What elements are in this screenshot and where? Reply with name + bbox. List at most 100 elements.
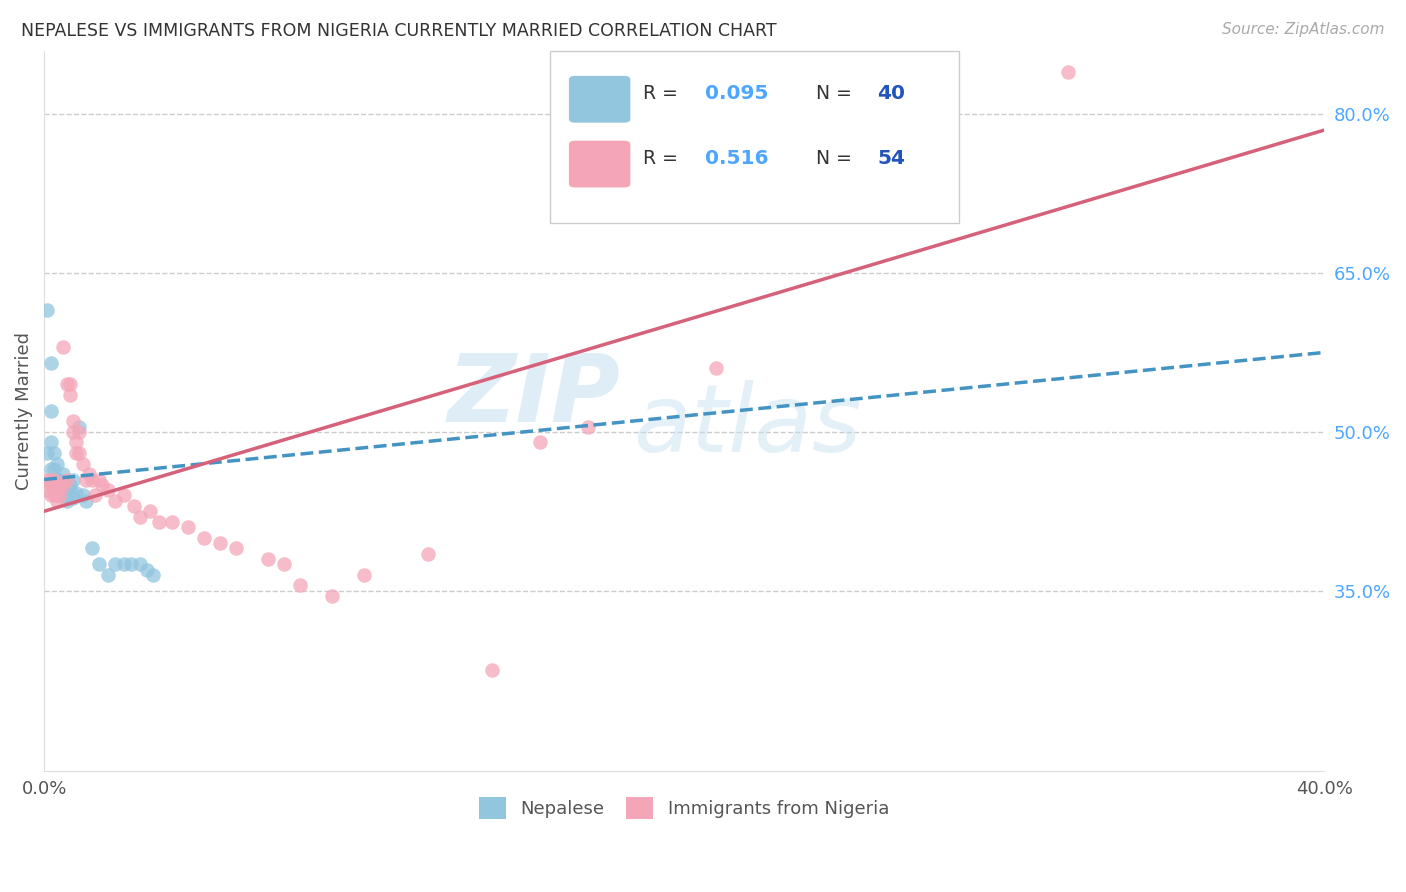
Point bbox=[87, 558, 110, 572]
Point bbox=[42, 462, 65, 476]
Point bbox=[576, 419, 599, 434]
Point bbox=[704, 361, 727, 376]
Point bbox=[42, 473, 65, 487]
Text: 0.516: 0.516 bbox=[704, 149, 768, 169]
Point bbox=[138, 504, 160, 518]
Point bbox=[148, 515, 170, 529]
Text: R =: R = bbox=[643, 149, 690, 169]
Point bbox=[39, 473, 62, 487]
Point bbox=[97, 567, 120, 582]
Point bbox=[122, 499, 145, 513]
Point bbox=[45, 488, 67, 502]
Text: 0.095: 0.095 bbox=[704, 85, 768, 103]
Point bbox=[62, 425, 84, 439]
Point bbox=[49, 473, 72, 487]
Point bbox=[112, 488, 135, 502]
Legend: Nepalese, Immigrants from Nigeria: Nepalese, Immigrants from Nigeria bbox=[472, 790, 897, 827]
Point bbox=[45, 478, 67, 492]
Point bbox=[72, 457, 94, 471]
Y-axis label: Currently Married: Currently Married bbox=[15, 332, 32, 490]
FancyBboxPatch shape bbox=[569, 141, 630, 187]
Point bbox=[52, 488, 75, 502]
Text: N =: N = bbox=[815, 85, 858, 103]
Point bbox=[129, 509, 152, 524]
Point bbox=[37, 473, 59, 487]
Point bbox=[75, 493, 97, 508]
Point bbox=[45, 473, 67, 487]
Point bbox=[39, 435, 62, 450]
Point bbox=[82, 473, 104, 487]
Point bbox=[529, 435, 551, 450]
Point bbox=[225, 541, 247, 556]
Point bbox=[49, 478, 72, 492]
Point bbox=[55, 488, 77, 502]
Point bbox=[52, 478, 75, 492]
Point bbox=[90, 478, 112, 492]
Point bbox=[160, 515, 183, 529]
Point bbox=[65, 435, 87, 450]
Point bbox=[72, 488, 94, 502]
Point bbox=[55, 483, 77, 497]
Point bbox=[39, 478, 62, 492]
Point bbox=[39, 488, 62, 502]
Point bbox=[42, 483, 65, 497]
Point bbox=[142, 567, 165, 582]
Point bbox=[37, 446, 59, 460]
Point bbox=[75, 473, 97, 487]
Point bbox=[39, 356, 62, 370]
Point bbox=[55, 377, 77, 392]
Point bbox=[37, 303, 59, 318]
Point bbox=[120, 558, 142, 572]
Point bbox=[49, 488, 72, 502]
Point bbox=[481, 663, 503, 677]
Point bbox=[45, 457, 67, 471]
Point bbox=[39, 403, 62, 417]
Point bbox=[288, 578, 311, 592]
Point bbox=[42, 488, 65, 502]
Point bbox=[62, 491, 84, 505]
Point bbox=[55, 473, 77, 487]
Point bbox=[321, 589, 343, 603]
Point bbox=[49, 483, 72, 497]
Point bbox=[129, 558, 152, 572]
Point bbox=[103, 493, 125, 508]
Point bbox=[45, 493, 67, 508]
Text: Source: ZipAtlas.com: Source: ZipAtlas.com bbox=[1222, 22, 1385, 37]
Point bbox=[97, 483, 120, 497]
Point bbox=[77, 467, 100, 482]
Point bbox=[45, 483, 67, 497]
Text: 54: 54 bbox=[877, 149, 905, 169]
Point bbox=[52, 467, 75, 482]
FancyBboxPatch shape bbox=[569, 76, 630, 123]
Text: ZIP: ZIP bbox=[447, 351, 620, 442]
Point bbox=[62, 473, 84, 487]
Point bbox=[65, 486, 87, 500]
Point bbox=[67, 446, 90, 460]
Point bbox=[67, 425, 90, 439]
Point bbox=[209, 536, 232, 550]
Point bbox=[67, 419, 90, 434]
Text: NEPALESE VS IMMIGRANTS FROM NIGERIA CURRENTLY MARRIED CORRELATION CHART: NEPALESE VS IMMIGRANTS FROM NIGERIA CURR… bbox=[21, 22, 776, 40]
Point bbox=[59, 377, 82, 392]
Point bbox=[257, 552, 280, 566]
Point bbox=[59, 388, 82, 402]
Text: 40: 40 bbox=[877, 85, 905, 103]
Point bbox=[87, 473, 110, 487]
Point bbox=[65, 446, 87, 460]
Point bbox=[49, 478, 72, 492]
Point bbox=[135, 562, 157, 576]
Point bbox=[103, 558, 125, 572]
Point bbox=[193, 531, 215, 545]
Point bbox=[37, 483, 59, 497]
Text: N =: N = bbox=[815, 149, 858, 169]
Point bbox=[42, 446, 65, 460]
Point bbox=[42, 473, 65, 487]
Point bbox=[1057, 65, 1080, 79]
Point bbox=[84, 488, 107, 502]
Point bbox=[416, 547, 439, 561]
Point bbox=[52, 340, 75, 354]
Text: R =: R = bbox=[643, 85, 685, 103]
Point bbox=[273, 558, 295, 572]
FancyBboxPatch shape bbox=[550, 51, 959, 224]
Point bbox=[55, 493, 77, 508]
